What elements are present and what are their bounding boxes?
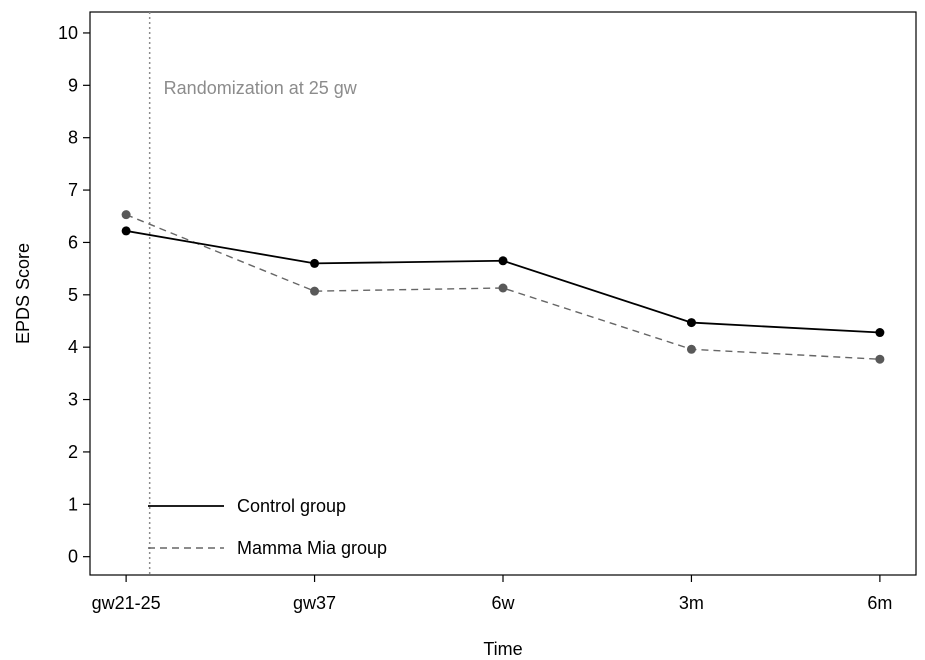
y-tick-label-7: 7 [68, 180, 78, 200]
point-mamma-mia-group-6m [875, 354, 885, 364]
y-tick-label-6: 6 [68, 232, 78, 252]
y-tick-label-4: 4 [68, 337, 78, 357]
y-tick-label-9: 9 [68, 75, 78, 95]
y-axis: 0 1 2 3 4 5 6 7 8 9 10 [58, 23, 90, 567]
y-tick-label-0: 0 [68, 547, 78, 567]
reference-layer: Randomization at 25 gw [148, 12, 358, 575]
y-axis-title: EPDS Score [13, 243, 33, 344]
x-axis-title: Time [483, 639, 522, 659]
x-tick-label-3m: 3m [679, 593, 704, 613]
point-mamma-mia-group-gw21-25 [121, 210, 131, 220]
y-tick-label-10: 10 [58, 23, 78, 43]
legend-label-control-group: Control group [237, 496, 346, 516]
y-tick-label-3: 3 [68, 390, 78, 410]
series-line-mamma-mia-group [125, 214, 880, 360]
point-control-group-6m [875, 328, 885, 338]
y-tick-label-5: 5 [68, 285, 78, 305]
point-mamma-mia-group-gw37 [310, 286, 320, 296]
y-tick-label-1: 1 [68, 494, 78, 514]
series-line-control-group [125, 230, 880, 334]
y-tick-label-2: 2 [68, 442, 78, 462]
legend: Control group Mamma Mia group [148, 496, 387, 558]
y-tick-label-8: 8 [68, 128, 78, 148]
x-tick-label-6w: 6w [491, 593, 515, 613]
point-control-group-gw37 [310, 258, 320, 268]
x-tick-label-gw21-25: gw21-25 [92, 593, 161, 613]
series-layer [121, 210, 885, 364]
point-mamma-mia-group-3m [686, 344, 696, 354]
point-control-group-6w [498, 256, 508, 266]
x-tick-label-6m: 6m [867, 593, 892, 613]
randomization-annotation: Randomization at 25 gw [164, 78, 358, 98]
point-control-group-3m [686, 318, 696, 328]
x-axis: gw21-25 gw37 6w 3m 6m [92, 575, 892, 613]
legend-label-mamma-mia-group: Mamma Mia group [237, 538, 387, 558]
point-control-group-gw21-25 [121, 226, 131, 236]
x-tick-label-gw37: gw37 [293, 593, 336, 613]
point-mamma-mia-group-6w [498, 283, 508, 293]
